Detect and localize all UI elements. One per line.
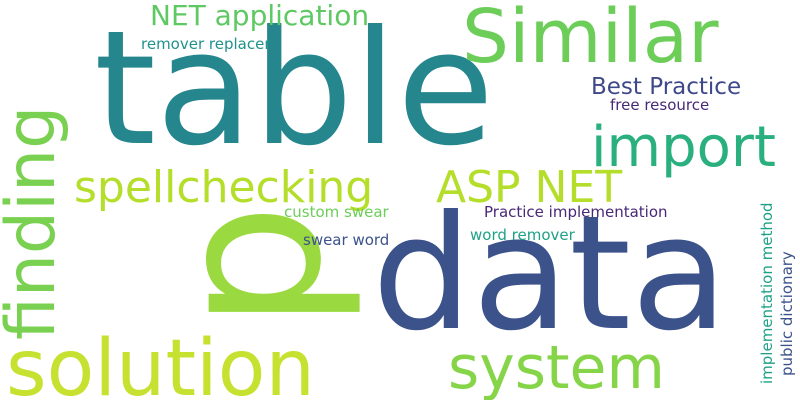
word-remover-replacer: remover replacer: [141, 35, 271, 53]
word-swear-word: swear word: [303, 231, 390, 249]
word-import: import: [591, 115, 776, 180]
word-spellchecking: spellchecking: [74, 162, 374, 213]
word-system: system: [448, 333, 665, 400]
word-p: p: [133, 203, 366, 330]
word-word-remover: word remover: [470, 226, 575, 244]
word-custom-swear: custom swear: [284, 203, 389, 221]
word-best-practice: Best Practice: [591, 74, 742, 100]
word-similar: Similar: [462, 0, 719, 80]
word-net-application: NET application: [150, 0, 370, 32]
word-public-dictionary: public dictionary: [778, 251, 796, 376]
word-free-resource: free resource: [610, 96, 710, 114]
word-asp-net: ASP NET: [436, 162, 623, 213]
word-implementation-method: implementation method: [758, 202, 776, 384]
word-table: table: [94, 0, 495, 181]
word-practice-implementation: Practice implementation: [484, 203, 668, 221]
word-data: data: [372, 182, 728, 366]
word-finding: finding: [0, 105, 71, 340]
word-solution: solution: [6, 324, 315, 400]
